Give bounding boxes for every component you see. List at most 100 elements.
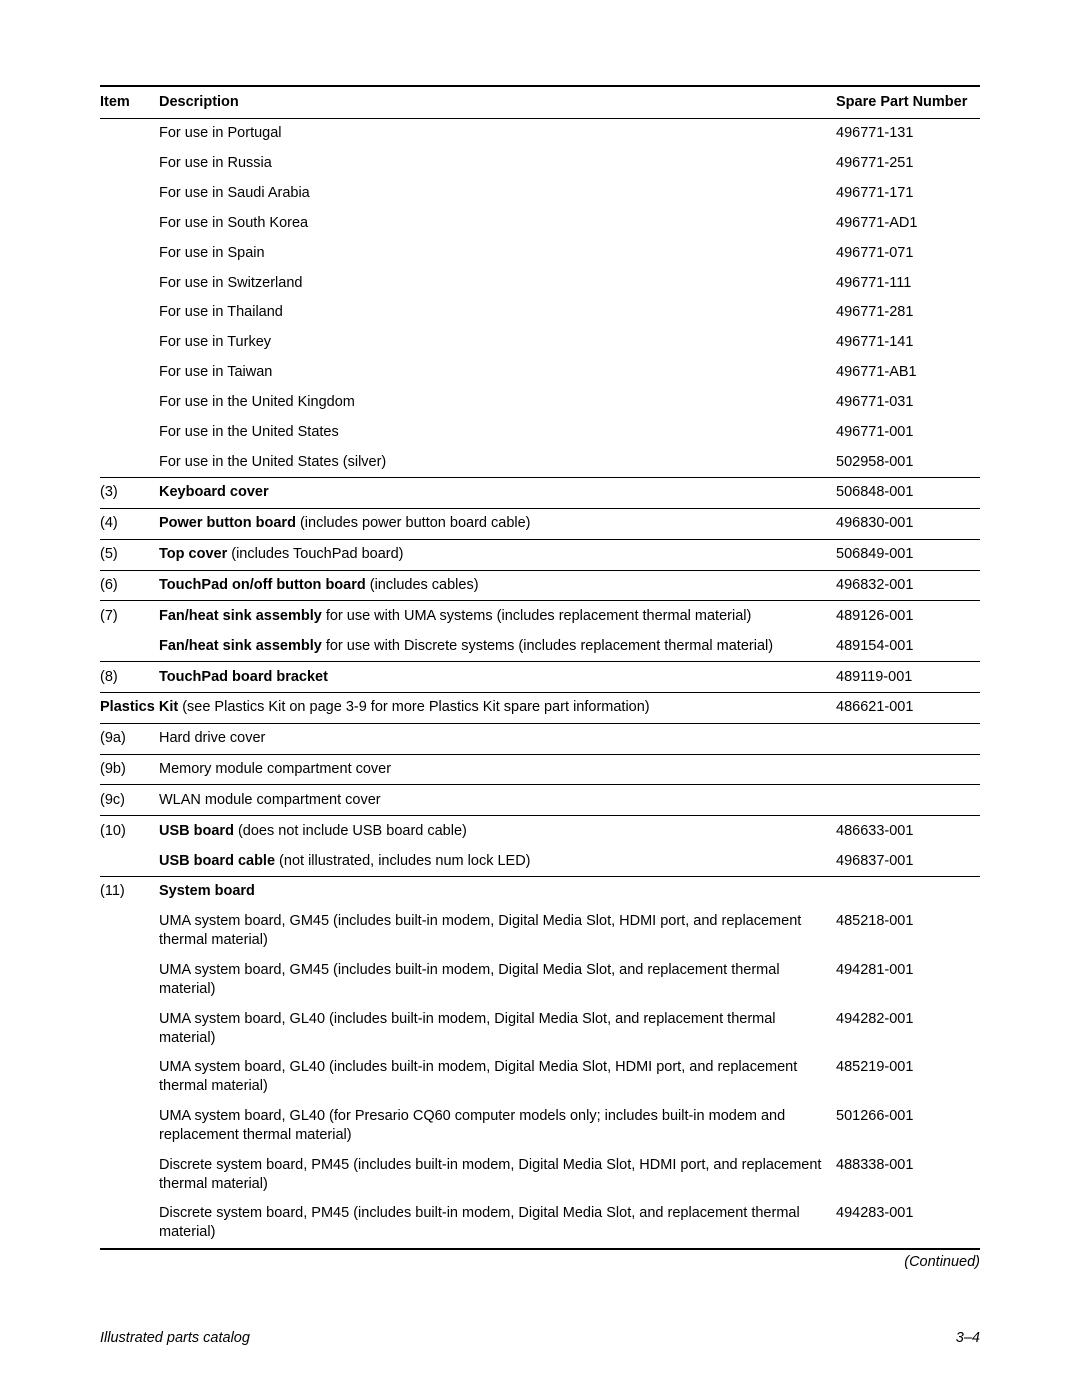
footer-left: Illustrated parts catalog [100,1330,250,1346]
cell-description: System board [159,876,836,906]
table-row: (8)TouchPad board bracket489119-001 [100,662,980,693]
cell-item [100,1150,159,1199]
cell-part: 494282-001 [836,1004,980,1053]
table-row: UMA system board, GL40 (includes built-i… [100,1004,980,1053]
cell-description: UMA system board, GL40 (includes built-i… [159,1053,836,1102]
cell-part: 496771-251 [836,149,980,179]
cell-part [836,876,980,906]
cell-part: 485218-001 [836,907,980,956]
cell-item [100,358,159,388]
cell-part: 489154-001 [836,631,980,661]
cell-item [100,118,159,148]
table-row: (6)TouchPad on/off button board (include… [100,570,980,601]
cell-description: USB board cable (not illustrated, includ… [159,846,836,876]
cell-description: Top cover (includes TouchPad board) [159,539,836,570]
cell-part: 489126-001 [836,601,980,631]
cell-part: 496771-171 [836,179,980,209]
cell-description: For use in Thailand [159,298,836,328]
cell-description: For use in Taiwan [159,358,836,388]
cell-description: Discrete system board, PM45 (includes bu… [159,1199,836,1249]
cell-item: (9b) [100,754,159,785]
cell-part: 496771-AD1 [836,208,980,238]
table-row: UMA system board, GL40 (includes built-i… [100,1053,980,1102]
cell-description: For use in the United Kingdom [159,387,836,417]
cell-description: UMA system board, GM45 (includes built-i… [159,955,836,1004]
continued-label: (Continued) [100,1254,980,1270]
cell-item: (8) [100,662,159,693]
table-row: (7)Fan/heat sink assembly for use with U… [100,601,980,631]
cell-item: (6) [100,570,159,601]
cell-item [100,387,159,417]
table-row: UMA system board, GM45 (includes built-i… [100,907,980,956]
cell-item [100,447,159,477]
cell-part: 496771-AB1 [836,358,980,388]
cell-description: Fan/heat sink assembly for use with Disc… [159,631,836,661]
cell-item: (11) [100,876,159,906]
table-row: (3)Keyboard cover506848-001 [100,477,980,508]
cell-part: 485219-001 [836,1053,980,1102]
cell-description: WLAN module compartment cover [159,785,836,816]
table-row: USB board cable (not illustrated, includ… [100,846,980,876]
cell-item [100,1102,159,1151]
table-row: For use in South Korea496771-AD1 [100,208,980,238]
cell-item [100,1053,159,1102]
header-description: Description [159,86,836,118]
table-row: (4)Power button board (includes power bu… [100,508,980,539]
table-row: For use in Russia496771-251 [100,149,980,179]
cell-description: Memory module compartment cover [159,754,836,785]
cell-description: For use in Turkey [159,328,836,358]
table-row: For use in Thailand496771-281 [100,298,980,328]
cell-item: (5) [100,539,159,570]
header-item: Item [100,86,159,118]
table-row: Plastics Kit (see Plastics Kit on page 3… [100,692,980,723]
cell-item [100,955,159,1004]
cell-description: Hard drive cover [159,723,836,754]
cell-part: 496771-281 [836,298,980,328]
cell-item [100,179,159,209]
table-row: UMA system board, GL40 (for Presario CQ6… [100,1102,980,1151]
cell-part: 496830-001 [836,508,980,539]
cell-description: TouchPad on/off button board (includes c… [159,570,836,601]
cell-description: For use in Portugal [159,118,836,148]
cell-description: Fan/heat sink assembly for use with UMA … [159,601,836,631]
cell-item [100,846,159,876]
cell-description: For use in the United States (silver) [159,447,836,477]
cell-part: 494283-001 [836,1199,980,1249]
table-row: For use in Taiwan496771-AB1 [100,358,980,388]
cell-part: 496771-131 [836,118,980,148]
cell-part: 488338-001 [836,1150,980,1199]
page-container: Item Description Spare Part Number For u… [0,0,1080,1396]
cell-description: USB board (does not include USB board ca… [159,816,836,846]
header-part: Spare Part Number [836,86,980,118]
cell-part: 486633-001 [836,816,980,846]
cell-item [100,417,159,447]
cell-description: For use in Saudi Arabia [159,179,836,209]
cell-part: 506848-001 [836,477,980,508]
cell-item [100,268,159,298]
cell-part: 502958-001 [836,447,980,477]
table-row: UMA system board, GM45 (includes built-i… [100,955,980,1004]
cell-description: Power button board (includes power butto… [159,508,836,539]
cell-item [100,298,159,328]
table-body: For use in Portugal496771-131For use in … [100,118,980,1248]
table-row: For use in the United States (silver)502… [100,447,980,477]
table-row: (9c)WLAN module compartment cover [100,785,980,816]
cell-item [100,907,159,956]
table-row: For use in Switzerland496771-111 [100,268,980,298]
cell-description: For use in Spain [159,238,836,268]
cell-part: 496837-001 [836,846,980,876]
table-row: For use in Portugal496771-131 [100,118,980,148]
cell-description: For use in Switzerland [159,268,836,298]
table-header-row: Item Description Spare Part Number [100,86,980,118]
table-row: (11)System board [100,876,980,906]
cell-description: UMA system board, GL40 (for Presario CQ6… [159,1102,836,1151]
table-row: For use in Turkey496771-141 [100,328,980,358]
cell-description: Discrete system board, PM45 (includes bu… [159,1150,836,1199]
cell-item [100,238,159,268]
cell-item: (10) [100,816,159,846]
cell-part [836,785,980,816]
cell-description: For use in Russia [159,149,836,179]
cell-part: 506849-001 [836,539,980,570]
table-row: (9a)Hard drive cover [100,723,980,754]
cell-part: 494281-001 [836,955,980,1004]
